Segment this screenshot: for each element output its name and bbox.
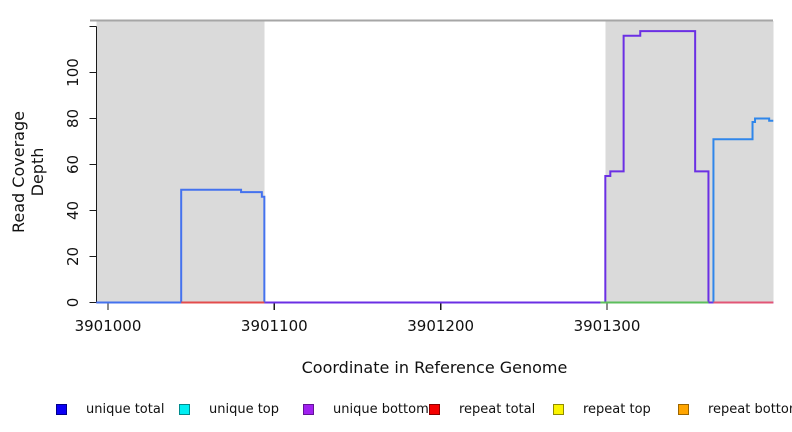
legend: unique total unique top unique bottom repea… xyxy=(0,398,792,424)
y-tick-label: 100 xyxy=(64,58,82,87)
legend-item-unique-total: unique total xyxy=(56,401,164,417)
y-tick-label: 60 xyxy=(64,155,82,174)
legend-item-repeat-bottom: repeat bottom xyxy=(678,401,792,417)
legend-label: unique total xyxy=(86,401,165,417)
y-tick-label: 80 xyxy=(64,109,82,128)
series-unique-bottom-coverage xyxy=(96,30,774,304)
legend-swatch-unique-top xyxy=(179,403,190,415)
x-tick-label: 3901200 xyxy=(407,317,474,335)
legend-item-unique-bottom: unique bottom xyxy=(303,401,429,417)
y-tick-label: 20 xyxy=(64,247,82,266)
legend-label: repeat top xyxy=(583,401,651,417)
series-unique-total-coverage-left-block xyxy=(96,188,266,304)
y-axis-title: Read Coverage Depth xyxy=(9,111,47,233)
shaded-repeat-region xyxy=(605,21,774,303)
legend-item-repeat-total: repeat total xyxy=(429,401,535,417)
x-tick-label: 3901100 xyxy=(241,317,308,335)
y-tick-label: 40 xyxy=(64,201,82,220)
x-axis-title: Coordinate in Reference Genome xyxy=(301,358,568,377)
legend-swatch-repeat-total xyxy=(429,403,440,415)
legend-swatch-repeat-bottom xyxy=(678,403,689,415)
legend-label: unique bottom xyxy=(333,401,429,417)
x-tick-label: 3901300 xyxy=(574,317,641,335)
legend-label: repeat bottom xyxy=(708,401,792,417)
legend-item-unique-top: unique top xyxy=(179,401,279,417)
legend-item-repeat-top: repeat top xyxy=(553,401,651,417)
y-tick-label: 0 xyxy=(64,298,82,308)
series-unique-total-coverage-right-block xyxy=(712,117,774,303)
legend-label: repeat total xyxy=(459,401,536,417)
legend-swatch-unique-bottom xyxy=(303,403,314,415)
x-tick-label: 3901000 xyxy=(75,317,142,335)
legend-swatch-unique-total xyxy=(56,403,67,415)
legend-swatch-repeat-top xyxy=(553,403,564,415)
legend-label: unique top xyxy=(209,401,280,417)
